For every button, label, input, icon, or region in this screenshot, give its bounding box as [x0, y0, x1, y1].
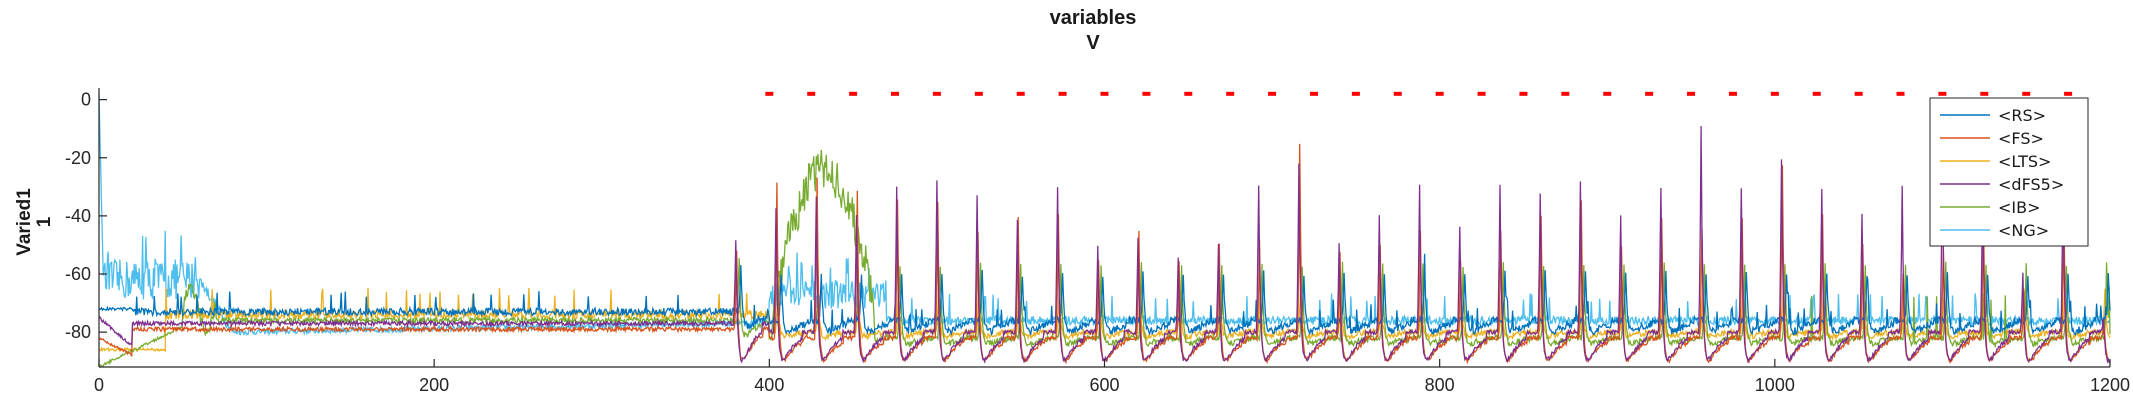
series-line-rs — [98, 253, 2111, 336]
x-tick-label: 800 — [1425, 375, 1455, 395]
legend: <RS> <FS> <LTS> <dFS5> <IB> <NG> — [1929, 97, 2089, 247]
legend-box — [1929, 97, 2089, 247]
y-tick-label: -60 — [65, 264, 91, 284]
legend-entry: <FS> — [1998, 129, 2044, 148]
series-line-ng — [98, 93, 2111, 337]
series-line-dfs5 — [98, 125, 2111, 364]
y-tick-label: -20 — [65, 148, 91, 168]
x-tick-label: 0 — [94, 375, 104, 395]
x-tick-label: 1000 — [1755, 375, 1795, 395]
x-tick-label: 1200 — [2090, 375, 2130, 395]
axes-layer: 0 200 400 600 800 1000 1200 0 -20 -40 -60 -80 — [65, 88, 2130, 395]
chart-title: variables — [1050, 7, 1137, 29]
chart-subtitle: V — [1086, 32, 1100, 54]
y-tick-label: 0 — [81, 90, 91, 110]
legend-entry: <NG> — [1998, 221, 2049, 240]
x-tick-label: 200 — [419, 375, 449, 395]
legend-entry: <IB> — [1998, 198, 2041, 217]
x-tick-label: 400 — [754, 375, 784, 395]
y-tick-label: -80 — [65, 322, 91, 342]
traces-layer — [98, 93, 2111, 368]
legend-entry: <RS> — [1998, 106, 2046, 125]
series-line-ib — [98, 149, 2111, 368]
x-tick-label: 600 — [1089, 375, 1119, 395]
y-tick-label: -40 — [65, 206, 91, 226]
y-axis-label-line2: 1 — [34, 216, 55, 227]
legend-entry: <dFS5> — [1998, 175, 2064, 194]
y-axis-label-group: Varied1 1 — [14, 188, 55, 256]
legend-entry: <LTS> — [1998, 152, 2051, 171]
y-axis-label: Varied1 — [14, 188, 35, 256]
